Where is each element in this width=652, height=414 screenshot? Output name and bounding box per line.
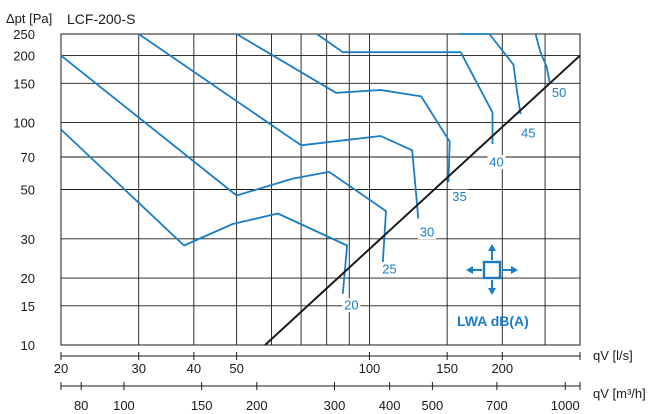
limit-line (264, 54, 581, 346)
chart-grid (60, 33, 581, 346)
x2-tick-label: 150 (191, 398, 213, 413)
x-tick-label: 100 (359, 361, 381, 376)
curve-35-dba (236, 33, 451, 183)
x-axis-label-secondary: qV [m³/h] (593, 386, 646, 401)
x-tick-label: 20 (54, 361, 68, 376)
curve-label-bg (342, 298, 361, 313)
curve-40-dba (316, 33, 494, 145)
curve-label-45: 45 (521, 125, 535, 140)
x-tick-labels-ls: 20 30 40 50 100 150 200 (54, 352, 581, 376)
curve-label-bg (417, 225, 436, 240)
y-tick-label: 10 (21, 338, 35, 353)
sound-level-curves (60, 33, 551, 294)
curve-30-dba (138, 33, 420, 219)
x-tick-label: 200 (491, 361, 513, 376)
curve-label-bg (380, 262, 399, 277)
curve-25-dba (60, 54, 387, 269)
curve-label-35: 35 (452, 189, 466, 204)
legend-sound-level-label: LWA dB(A) (457, 313, 529, 329)
x2-tick-label: 500 (422, 398, 444, 413)
y-tick-label: 30 (21, 232, 35, 247)
diagonal-limit-line (264, 54, 581, 346)
y-axis-label: Δpt [Pa] (6, 11, 52, 26)
x2-tick-label: 1000 (551, 398, 580, 413)
curve-50-dba (534, 33, 551, 83)
y-tick-labels: 10 15 20 30 50 70 100 150 200 250 (13, 27, 35, 353)
curve-label-bg (550, 85, 569, 100)
x-axis-label: qV [l/s] (593, 348, 633, 363)
y-tick-label: 70 (21, 150, 35, 165)
curve-label-20: 20 (344, 298, 358, 313)
x2-tick-label: 200 (246, 398, 268, 413)
x-tick-labels-m3h: 80 100 150 200 300 400 500 700 1000 (60, 382, 581, 413)
x-tick-label: 30 (131, 361, 145, 376)
x-tick-label: 50 (229, 361, 243, 376)
chart-title: LCF-200-S (67, 11, 135, 27)
curve-20-dba (60, 128, 349, 294)
curve-label-bg (450, 189, 469, 204)
x2-tick-label: 300 (324, 398, 346, 413)
x2-tick-label: 80 (74, 398, 88, 413)
curve-label-30: 30 (420, 225, 434, 240)
x2-tick-label: 700 (486, 398, 508, 413)
airflow-diffuser-icon (466, 244, 518, 295)
x2-tick-label: 400 (379, 398, 401, 413)
y-tick-label: 200 (13, 49, 35, 64)
curve-label-25: 25 (382, 262, 396, 277)
y-tick-label: 150 (13, 76, 35, 91)
x-tick-label: 150 (436, 361, 458, 376)
x-tick-label: 40 (187, 361, 201, 376)
curve-labels: 20 25 30 35 40 45 50 (342, 85, 569, 313)
y-tick-label: 100 (13, 116, 35, 131)
curve-label-50: 50 (552, 85, 566, 100)
y-tick-label: 50 (21, 183, 35, 198)
y-tick-label: 250 (13, 27, 35, 42)
plot-frame (60, 33, 581, 346)
curve-45-dba (458, 33, 522, 115)
y-tick-label: 15 (21, 299, 35, 314)
y-tick-label: 20 (21, 271, 35, 286)
curve-label-40: 40 (489, 155, 503, 170)
curve-label-bg (519, 125, 538, 140)
curve-label-bg (487, 155, 506, 170)
x2-tick-label: 100 (113, 398, 135, 413)
